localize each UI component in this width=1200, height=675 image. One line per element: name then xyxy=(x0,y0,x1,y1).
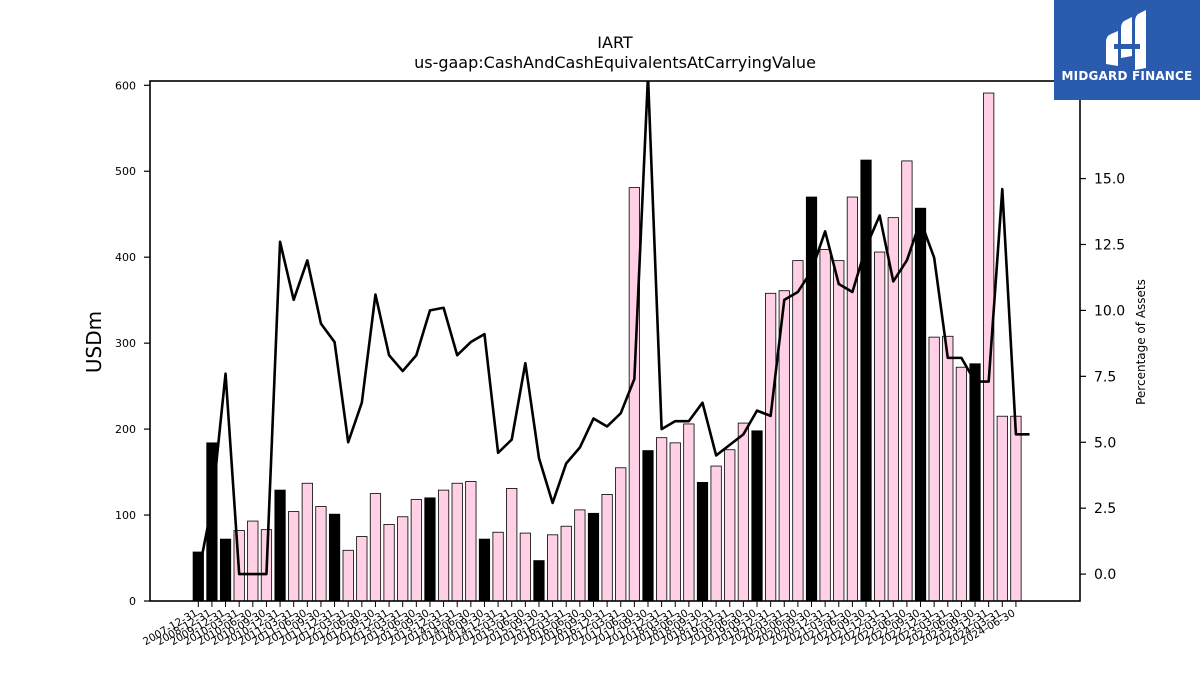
bar-2016-06-30 xyxy=(574,509,586,601)
bar-2014-09-30 xyxy=(478,538,491,601)
bar-2024-06-30 xyxy=(1010,415,1022,601)
bar-2011-06-30 xyxy=(301,482,313,601)
y2-tick-label-2.5: 2.5 xyxy=(1094,501,1116,517)
bar-2021-06-30 xyxy=(846,196,859,601)
plot-frame xyxy=(149,80,1081,602)
bar-2012-09-30 xyxy=(369,493,382,601)
bar-2017-03-31 xyxy=(615,467,627,601)
bar-2013-06-30 xyxy=(410,499,422,601)
bar-2013-03-31 xyxy=(397,516,409,601)
bar-2021-09-30 xyxy=(860,159,872,601)
bar-2023-12-31 xyxy=(983,92,995,601)
bar-2017-12-31 xyxy=(656,437,668,601)
bar-2018-06-30 xyxy=(683,423,695,601)
bar-2023-06-30 xyxy=(955,366,968,601)
bar-2007-12-31 xyxy=(192,551,204,601)
bar-2017-06-30 xyxy=(628,187,640,601)
y-tick-label-400: 400 xyxy=(115,251,136,264)
bar-2018-03-31 xyxy=(669,442,681,601)
y2-tick-label-5.0: 5.0 xyxy=(1094,435,1116,451)
bar-2012-06-30 xyxy=(356,536,368,601)
bar-2023-03-31 xyxy=(942,335,954,601)
bar-2011-12-31 xyxy=(328,513,341,601)
y-tick-label-500: 500 xyxy=(115,165,136,178)
plot-area xyxy=(192,81,1030,601)
bar-2020-03-31 xyxy=(778,290,790,601)
bar-2021-03-31 xyxy=(833,260,845,601)
bar-2013-09-30 xyxy=(424,497,436,601)
bar-2024-03-31 xyxy=(996,415,1008,601)
bar-2018-12-31 xyxy=(710,465,722,601)
bar-2022-12-31 xyxy=(928,336,940,601)
bar-2022-06-30 xyxy=(901,160,913,601)
bar-2015-12-31 xyxy=(547,534,559,601)
y-tick-label-200: 200 xyxy=(115,423,136,436)
bar-2020-06-30 xyxy=(792,260,804,601)
bar-2020-09-30 xyxy=(805,196,818,601)
percentage-line xyxy=(197,81,1030,576)
bar-2015-03-31 xyxy=(506,487,518,601)
bar-2009-12-31 xyxy=(219,538,232,601)
bar-2019-12-31 xyxy=(765,292,777,601)
bar-2018-09-30 xyxy=(696,481,709,601)
bar-2023-09-30 xyxy=(969,363,981,601)
bar-2022-09-30 xyxy=(914,207,927,601)
bar-2019-09-30 xyxy=(751,430,763,601)
bar-2016-03-31 xyxy=(560,525,572,601)
y2-tick-label-10.0: 10.0 xyxy=(1094,303,1125,319)
bar-2015-09-30 xyxy=(533,560,545,601)
y-tick-label-600: 600 xyxy=(115,79,136,92)
chart-title: IART xyxy=(597,33,633,52)
bar-2016-09-30 xyxy=(587,512,600,601)
bar-2021-12-31 xyxy=(874,251,886,601)
y2-tick-label-15.0: 15.0 xyxy=(1094,172,1125,188)
bar-2016-12-31 xyxy=(601,494,613,601)
logo-text: MIDGARD FINANCE xyxy=(1061,69,1193,83)
bar-2020-12-31 xyxy=(819,249,831,601)
bar-2019-03-31 xyxy=(724,449,736,601)
bar-2022-03-31 xyxy=(887,217,899,601)
bar-2010-12-31 xyxy=(274,489,286,601)
bar-2011-03-31 xyxy=(288,511,300,601)
bar-2012-03-31 xyxy=(342,549,354,601)
y2-tick-label-12.5: 12.5 xyxy=(1094,237,1125,253)
bar-2013-12-31 xyxy=(437,489,450,601)
bar-2008-12-31 xyxy=(206,442,218,601)
bar-2014-06-30 xyxy=(465,481,477,601)
bar-2014-03-31 xyxy=(451,482,463,601)
bar-2012-12-31 xyxy=(383,524,395,601)
y-tick-label-0: 0 xyxy=(129,595,136,608)
midgard-finance-logo: MIDGARD FINANCE xyxy=(1054,0,1200,100)
bar-2014-12-31 xyxy=(492,531,504,601)
y-tick-label-300: 300 xyxy=(115,337,136,350)
bar-2010-06-30 xyxy=(247,520,259,601)
bar-2011-09-30 xyxy=(315,506,327,601)
chart-subtitle: us-gaap:CashAndCashEquivalentsAtCarrying… xyxy=(414,53,816,72)
y-tick-label-100: 100 xyxy=(115,509,136,522)
y2-tick-label-0.0: 0.0 xyxy=(1094,567,1116,583)
bar-2015-06-30 xyxy=(519,532,531,601)
midgard-logo-icon xyxy=(1106,10,1146,70)
bar-2017-09-30 xyxy=(642,450,654,601)
y2-tick-label-7.5: 7.5 xyxy=(1094,369,1116,385)
bar-2019-06-30 xyxy=(737,422,749,601)
